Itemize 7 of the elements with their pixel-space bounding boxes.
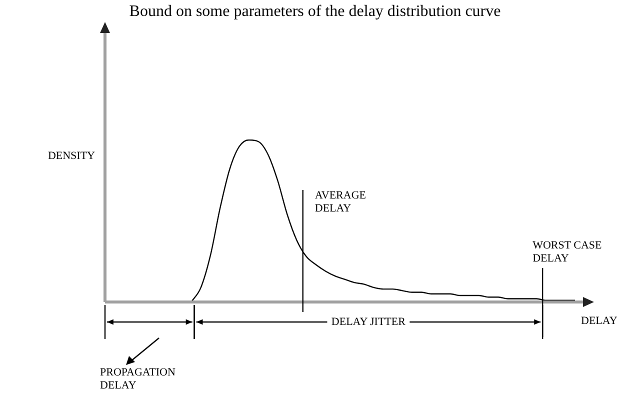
chart-title: Bound on some parameters of the delay distribution curve: [129, 3, 501, 20]
annotation: AVERAGE DELAY: [314, 189, 366, 214]
text: PROPAGATION DELAY: [100, 366, 176, 392]
annotation: WORST CASE DELAY: [532, 239, 602, 264]
y-axis-title: DENSITY: [48, 150, 96, 162]
x-axis-title: DELAY: [581, 314, 618, 327]
text: DELAY JITTER: [331, 316, 406, 328]
